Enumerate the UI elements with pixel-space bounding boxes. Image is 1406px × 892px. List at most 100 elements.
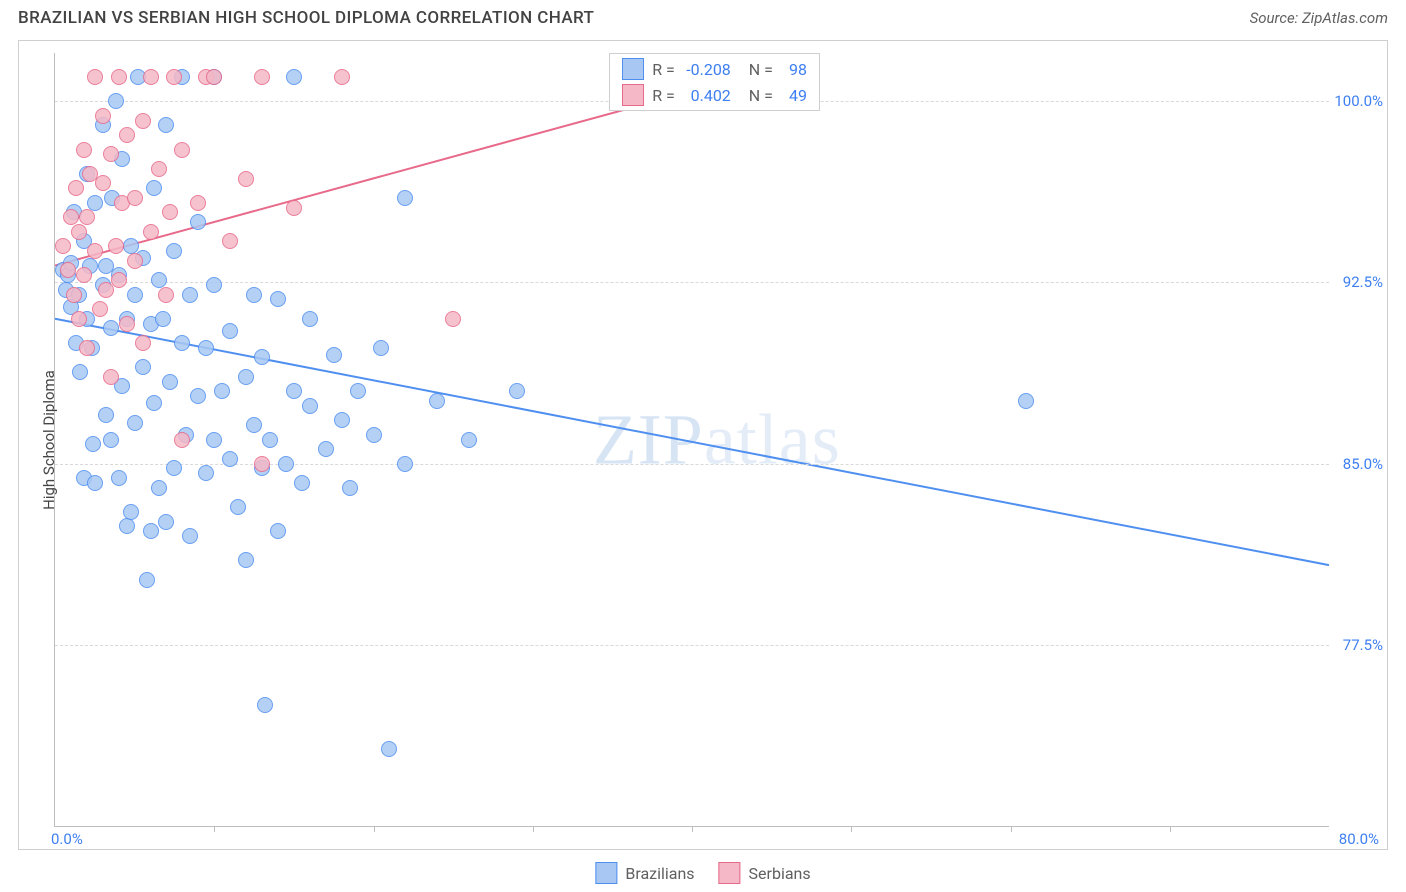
legend-swatch <box>622 58 644 80</box>
data-point <box>119 316 135 332</box>
data-point <box>87 475 103 491</box>
data-point <box>254 349 270 365</box>
data-point <box>119 127 135 143</box>
data-point <box>429 393 445 409</box>
data-point <box>257 697 273 713</box>
data-point <box>66 287 82 303</box>
data-point <box>373 340 389 356</box>
gridline <box>55 645 1329 646</box>
data-point <box>135 113 151 129</box>
data-point <box>206 69 222 85</box>
data-point <box>151 272 167 288</box>
y-tick-label: 77.5% <box>1343 636 1383 654</box>
data-point <box>143 69 159 85</box>
x-tick <box>374 826 375 832</box>
data-point <box>238 171 254 187</box>
data-point <box>127 253 143 269</box>
data-point <box>302 311 318 327</box>
data-point <box>143 224 159 240</box>
data-point <box>286 383 302 399</box>
data-point <box>342 480 358 496</box>
x-max-label: 80.0% <box>1339 830 1379 848</box>
data-point <box>190 388 206 404</box>
legend-n-label: N = <box>749 60 773 79</box>
data-point <box>334 69 350 85</box>
data-point <box>155 311 171 327</box>
legend-series-name: Brazilians <box>625 864 694 883</box>
x-min-label: 0.0% <box>51 830 83 848</box>
legend-n-value: 98 <box>781 60 807 79</box>
legend-swatch <box>622 84 644 106</box>
data-point <box>254 69 270 85</box>
chart-frame: High School Diploma ZIPatlas 100.0%92.5%… <box>18 40 1388 850</box>
data-point <box>103 369 119 385</box>
data-point <box>103 432 119 448</box>
data-point <box>162 374 178 390</box>
data-point <box>71 311 87 327</box>
data-point <box>158 287 174 303</box>
legend-r-value: 0.402 <box>683 86 731 105</box>
data-point <box>166 243 182 259</box>
data-point <box>63 209 79 225</box>
data-point <box>127 415 143 431</box>
data-point <box>509 383 525 399</box>
data-point <box>135 335 151 351</box>
data-point <box>174 142 190 158</box>
data-point <box>60 262 76 278</box>
data-point <box>127 190 143 206</box>
data-point <box>68 180 84 196</box>
data-point <box>278 456 294 472</box>
data-point <box>111 470 127 486</box>
data-point <box>76 142 92 158</box>
data-point <box>55 238 71 254</box>
data-point <box>108 93 124 109</box>
x-tick <box>1170 826 1171 832</box>
data-point <box>270 291 286 307</box>
data-point <box>146 395 162 411</box>
data-point <box>79 340 95 356</box>
legend-series-name: Serbians <box>749 864 811 883</box>
stats-legend-row: R =-0.208N =98 <box>610 56 819 82</box>
gridline <box>55 282 1329 283</box>
data-point <box>135 359 151 375</box>
data-point <box>254 456 270 472</box>
stats-legend-row: R =0.402N =49 <box>610 82 819 108</box>
x-tick <box>692 826 693 832</box>
data-point <box>326 347 342 363</box>
x-tick <box>533 826 534 832</box>
data-point <box>119 518 135 534</box>
data-point <box>230 499 246 515</box>
data-point <box>302 398 318 414</box>
data-point <box>445 311 461 327</box>
data-point <box>334 412 350 428</box>
plot-area: High School Diploma ZIPatlas 100.0%92.5%… <box>54 53 1329 827</box>
data-point <box>238 369 254 385</box>
data-point <box>1018 393 1034 409</box>
legend-r-value: -0.208 <box>683 60 731 79</box>
data-point <box>166 69 182 85</box>
data-point <box>76 267 92 283</box>
data-point <box>127 287 143 303</box>
data-point <box>286 200 302 216</box>
data-point <box>166 460 182 476</box>
data-point <box>174 432 190 448</box>
x-tick <box>214 826 215 832</box>
y-tick-label: 92.5% <box>1343 273 1383 291</box>
data-point <box>381 741 397 757</box>
data-point <box>238 552 254 568</box>
data-point <box>318 441 334 457</box>
data-point <box>294 475 310 491</box>
x-tick <box>851 826 852 832</box>
data-point <box>246 417 262 433</box>
data-point <box>146 180 162 196</box>
data-point <box>182 528 198 544</box>
data-point <box>198 465 214 481</box>
legend-r-label: R = <box>652 86 675 105</box>
data-point <box>111 272 127 288</box>
data-point <box>270 523 286 539</box>
data-point <box>162 204 178 220</box>
data-point <box>198 340 214 356</box>
data-point <box>158 514 174 530</box>
trend-lines <box>55 53 1329 826</box>
data-point <box>190 214 206 230</box>
